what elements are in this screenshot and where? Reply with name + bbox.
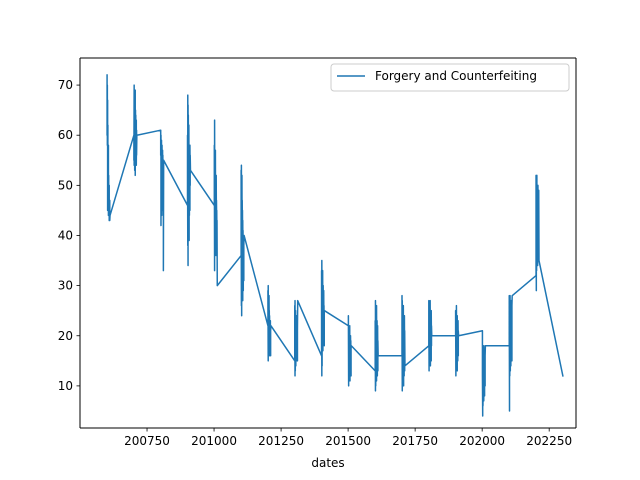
x-tick-label: 201500 bbox=[325, 434, 371, 448]
y-axis-ticks: 10 20 30 40 50 60 70 bbox=[58, 78, 80, 393]
y-tick-label: 30 bbox=[58, 279, 73, 293]
x-tick-label: 201250 bbox=[258, 434, 304, 448]
y-tick-label: 70 bbox=[58, 78, 73, 92]
x-axis-ticks: 200750 201000 201250 201500 201750 202000 2022… bbox=[124, 428, 572, 448]
y-tick-label: 60 bbox=[58, 128, 73, 142]
legend-box bbox=[330, 63, 570, 92]
y-tick-label: 20 bbox=[58, 329, 73, 343]
y-tick-label: 40 bbox=[58, 228, 73, 242]
plot-frame bbox=[79, 57, 577, 429]
x-tick-label: 202250 bbox=[526, 434, 572, 448]
y-tick-label: 50 bbox=[58, 178, 73, 192]
x-tick-label: 201750 bbox=[392, 434, 438, 448]
x-tick-label: 200750 bbox=[124, 434, 170, 448]
plot-area bbox=[80, 58, 576, 428]
x-axis-label: dates bbox=[311, 456, 344, 470]
y-tick-label: 10 bbox=[58, 379, 73, 393]
legend: Forgery and Counterfeiting bbox=[330, 63, 570, 92]
x-tick-label: 202000 bbox=[459, 434, 505, 448]
data-layer bbox=[106, 74, 564, 417]
legend-label-forgery-and-counterfeiting: Forgery and Counterfeiting bbox=[375, 69, 537, 83]
series-line-forgery-and-counterfeiting bbox=[106, 74, 564, 417]
x-tick-label: 201000 bbox=[191, 434, 237, 448]
